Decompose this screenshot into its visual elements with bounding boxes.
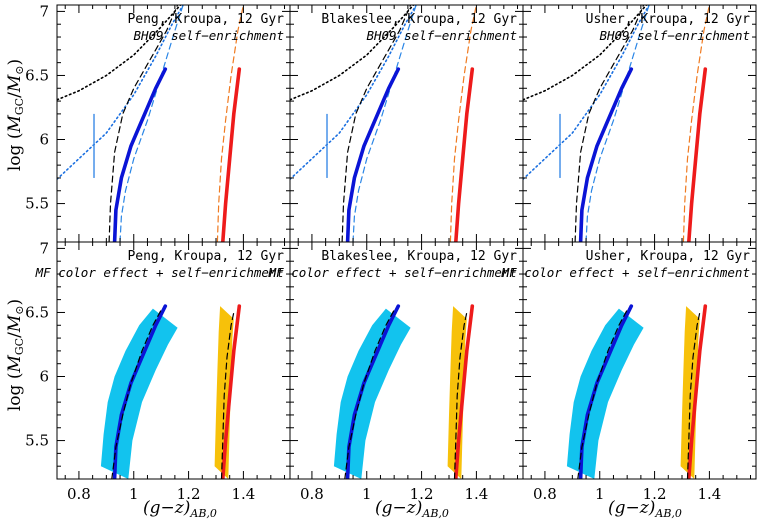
blue-dashed-curve [119, 5, 184, 242]
y-tick-label: 7 [39, 2, 49, 20]
orange-dashed-curve [449, 5, 477, 242]
panel-title: Usher, Kroupa, 12 Gyr [586, 12, 751, 27]
panel-subtitle: MF color effect + self−enrichment [35, 265, 284, 280]
black-dashed-curve [344, 309, 395, 479]
x-tick-label: 1 [362, 485, 372, 503]
x-tick-label: 1.2 [643, 485, 667, 503]
y-tick-label: 6 [39, 131, 49, 149]
red-model-curve [454, 67, 475, 242]
black-dashed-curve [686, 311, 701, 479]
panel-title: Peng, Kroupa, 12 Gyr [127, 12, 284, 27]
black-dashed-curve [108, 5, 179, 242]
x-tick-label: 1.2 [410, 485, 434, 503]
black-dotted-curve [290, 5, 415, 101]
x-tick-label: 1.4 [464, 485, 488, 503]
blue-dotted-curve [57, 5, 184, 180]
y-tick-label: 6.5 [25, 66, 49, 84]
panel-subtitle: MF color effect + self−enrichment [501, 265, 750, 280]
blue-dotted-curve [290, 5, 417, 180]
panel-frame [522, 241, 757, 480]
cyan-band [100, 308, 178, 479]
blue-dotted-curve [523, 5, 650, 180]
x-tick-label: 0.8 [533, 485, 557, 503]
panel-subtitle: BH09 self−enrichment [366, 28, 517, 43]
blue-model-curve [112, 67, 168, 242]
panel-subtitle: MF color effect + self−enrichment [268, 265, 517, 280]
plot-area [290, 5, 477, 242]
y-axis-title: log (MGC/M⊙) [5, 59, 26, 171]
black-dashed-curve [220, 311, 235, 479]
y-tick-label: 5.5 [25, 195, 49, 213]
plot-area [523, 5, 710, 242]
panel-title: Usher, Kroupa, 12 Gyr [586, 249, 751, 264]
black-dashed-curve [577, 309, 628, 479]
x-tick-label: 1 [129, 485, 139, 503]
black-dotted-curve [57, 5, 182, 101]
x-tick-label: 1.4 [231, 485, 255, 503]
black-dashed-curve [574, 5, 645, 242]
y-axis-title: log (MGC/M⊙) [5, 299, 26, 411]
black-dashed-curve [111, 309, 162, 479]
red-model-curve [687, 304, 708, 479]
black-dashed-curve [453, 311, 468, 479]
y-tick-labels: 5.5 6 6.5 7 5.5 6 6.5 7 [25, 2, 49, 449]
panel-subtitle: BH09 self−enrichment [133, 28, 284, 43]
y-tick-label: 6 [39, 368, 49, 386]
y-tick-label: 6.5 [25, 303, 49, 321]
panel-title: Peng, Kroupa, 12 Gyr [127, 249, 284, 264]
plot-area [333, 304, 475, 479]
y-tick-label: 5.5 [25, 432, 49, 450]
blue-model-curve [345, 67, 401, 242]
x-tick-label: 1 [595, 485, 605, 503]
x-tick-label: 0.8 [300, 485, 324, 503]
x-tick-label: 1.4 [697, 485, 721, 503]
plot-area [100, 304, 242, 479]
red-model-curve [221, 304, 242, 479]
panel-title: Blakeslee, Kroupa, 12 Gyr [321, 249, 517, 264]
red-model-curve [454, 304, 475, 479]
plot-area [57, 5, 244, 242]
x-axis-title: (g−z)AB,0 [143, 498, 217, 520]
orange-dashed-curve [216, 5, 244, 242]
orange-dashed-curve [682, 5, 710, 242]
blue-dashed-curve [352, 5, 417, 242]
x-tick-label: 1.2 [177, 485, 201, 503]
cyan-band [566, 308, 644, 479]
panel-title: Blakeslee, Kroupa, 12 Gyr [321, 12, 517, 27]
panel-subtitle: BH09 self−enrichment [599, 28, 750, 43]
red-model-curve [687, 67, 708, 242]
blue-model-curve [578, 67, 634, 242]
x-axis-title: (g−z)AB,0 [608, 498, 682, 520]
blue-dashed-curve [585, 5, 650, 242]
black-dotted-curve [523, 5, 648, 101]
red-model-curve [221, 67, 242, 242]
x-tick-labels: 0.8 1 1.2 1.4 0.8 1 1.2 1.4 0.8 1 1.2 1.4 [67, 485, 721, 503]
x-tick-label: 0.8 [67, 485, 91, 503]
y-tick-label: 7 [39, 239, 49, 257]
plot-area [566, 304, 708, 479]
black-dashed-curve [341, 5, 412, 242]
x-axis-title: (g−z)AB,0 [375, 498, 449, 520]
cyan-band [333, 308, 411, 479]
